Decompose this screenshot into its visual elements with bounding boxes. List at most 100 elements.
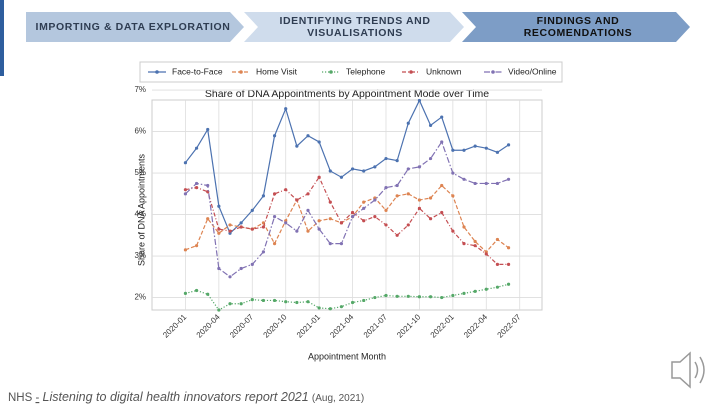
legend-box (139, 61, 563, 83)
point (306, 192, 310, 196)
point (384, 293, 388, 298)
point (395, 294, 399, 298)
legend-label: Telephone (346, 66, 386, 76)
legend-label: Home Visit (256, 66, 298, 76)
point (384, 156, 388, 161)
x-tick-label: 2021-07 (362, 312, 390, 340)
point (440, 295, 444, 300)
point (373, 215, 377, 219)
point (417, 165, 422, 169)
step-label: RECOMENDATIONS (524, 27, 633, 39)
point (440, 210, 444, 215)
point (206, 292, 210, 296)
point (350, 300, 355, 305)
legend-marker (239, 70, 243, 74)
point (473, 239, 477, 244)
point (194, 288, 199, 293)
point (295, 229, 299, 233)
point (306, 300, 310, 304)
point (317, 227, 321, 231)
point (183, 291, 188, 296)
point (194, 244, 199, 248)
footer-separator[interactable]: - (35, 392, 39, 404)
point (440, 183, 444, 188)
footer-source: NHS (8, 392, 33, 404)
point (183, 161, 188, 165)
point (317, 140, 321, 144)
point (473, 181, 477, 186)
point (239, 225, 243, 229)
point (206, 183, 210, 188)
point (373, 295, 377, 300)
legend-marker (491, 70, 495, 74)
point (428, 196, 433, 200)
point (462, 291, 466, 296)
point (417, 295, 422, 299)
point (250, 298, 254, 302)
legend-label: Video/Online (508, 66, 557, 76)
step-chevron (26, 12, 244, 42)
point (462, 225, 466, 229)
point (451, 229, 455, 233)
x-tick-label: 2021-04 (328, 312, 356, 340)
point (462, 242, 466, 246)
point (495, 285, 500, 289)
point (406, 121, 410, 125)
point (239, 302, 243, 306)
accent-bar (0, 0, 4, 76)
point (440, 140, 444, 144)
point (250, 208, 254, 213)
point (495, 150, 500, 154)
point (428, 217, 433, 221)
y-tick-label: 4% (134, 210, 146, 219)
point (373, 198, 377, 202)
x-tick-label: 2021-10 (395, 312, 423, 340)
footer-date: (Aug, 2021) (312, 393, 364, 404)
point (473, 244, 477, 248)
point (239, 221, 243, 225)
point (206, 127, 210, 132)
point (284, 300, 288, 304)
point (339, 175, 344, 179)
point (206, 217, 210, 221)
point (217, 227, 221, 231)
point (295, 144, 299, 148)
point (440, 115, 444, 119)
point (228, 275, 232, 279)
point (350, 167, 355, 171)
y-tick-label: 5% (134, 168, 146, 177)
point (272, 192, 277, 196)
legend-marker (409, 70, 413, 74)
point (395, 233, 399, 237)
point (362, 206, 366, 210)
x-tick-label: 2020-10 (261, 312, 289, 340)
point (261, 250, 266, 254)
point (373, 165, 377, 169)
point (194, 185, 199, 190)
point (506, 262, 511, 266)
point (250, 227, 254, 231)
series-line (185, 140, 509, 278)
point (272, 134, 277, 138)
point (284, 188, 288, 192)
point (462, 148, 466, 152)
point (428, 295, 433, 299)
series-line (184, 99, 509, 235)
point (417, 98, 422, 103)
point (317, 306, 321, 310)
point (462, 177, 466, 181)
footer-title: Listening to digital health innovators r… (43, 390, 309, 404)
point (272, 242, 277, 246)
point (295, 198, 299, 202)
point (306, 208, 310, 213)
point (217, 231, 221, 235)
point (384, 208, 388, 213)
point (417, 206, 422, 210)
point (395, 183, 399, 188)
point (395, 159, 399, 163)
step-chevron (462, 12, 690, 42)
point (194, 146, 199, 150)
point (506, 282, 511, 286)
y-axis-label: Share of DNA Appointments (136, 153, 146, 266)
point (217, 308, 221, 312)
